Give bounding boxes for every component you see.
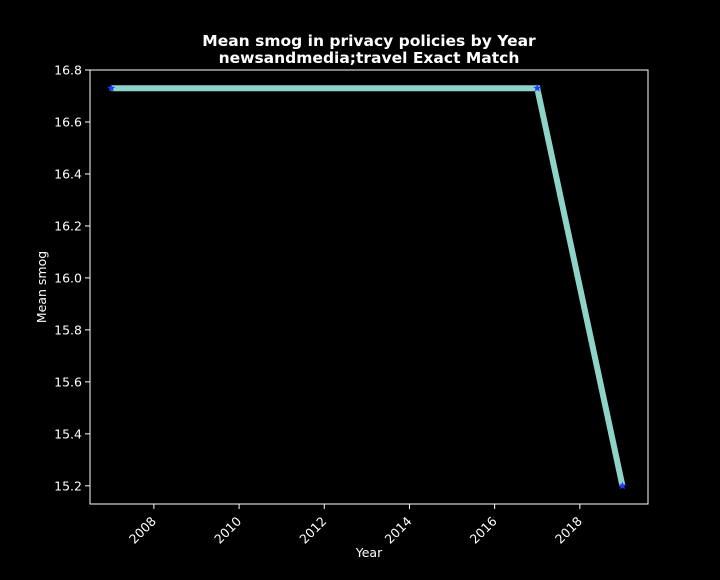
x-tick-label: 2008 xyxy=(126,513,159,546)
y-tick-label: 15.8 xyxy=(54,322,82,337)
chart-title: Mean smog in privacy policies by Year xyxy=(202,32,536,50)
data-point-star-marker xyxy=(618,481,627,490)
x-tick-label: 2016 xyxy=(467,513,500,546)
y-tick-label: 16.2 xyxy=(54,218,82,233)
plot-area-frame xyxy=(89,69,649,505)
y-tick-label: 15.4 xyxy=(54,426,82,441)
chart-subtitle: newsandmedia;travel Exact Match xyxy=(219,49,520,67)
series-layer xyxy=(107,83,627,490)
y-axis-label: Mean smog xyxy=(34,251,49,323)
data-point-star-marker xyxy=(533,83,542,92)
y-tick-label: 16.4 xyxy=(54,166,82,181)
x-axis: 2008 2010 2012 2014 2016 2018 xyxy=(126,504,585,547)
x-axis-label: Year xyxy=(355,545,383,560)
x-tick-label: 2018 xyxy=(552,513,585,546)
series-line xyxy=(111,85,626,487)
y-tick-label: 16.0 xyxy=(54,270,82,285)
y-tick-label: 15.2 xyxy=(54,478,82,493)
data-point-star-marker xyxy=(107,83,116,92)
x-tick-label: 2012 xyxy=(296,514,329,547)
y-tick-label: 15.6 xyxy=(54,374,82,389)
y-tick-label: 16.6 xyxy=(54,114,82,129)
x-tick-label: 2014 xyxy=(381,513,414,546)
y-axis: 15.2 15.4 15.6 15.8 16.0 16.2 16.4 16.6 16.8 xyxy=(54,63,90,493)
x-tick-label: 2010 xyxy=(211,513,244,546)
y-tick-label: 16.8 xyxy=(54,63,82,78)
